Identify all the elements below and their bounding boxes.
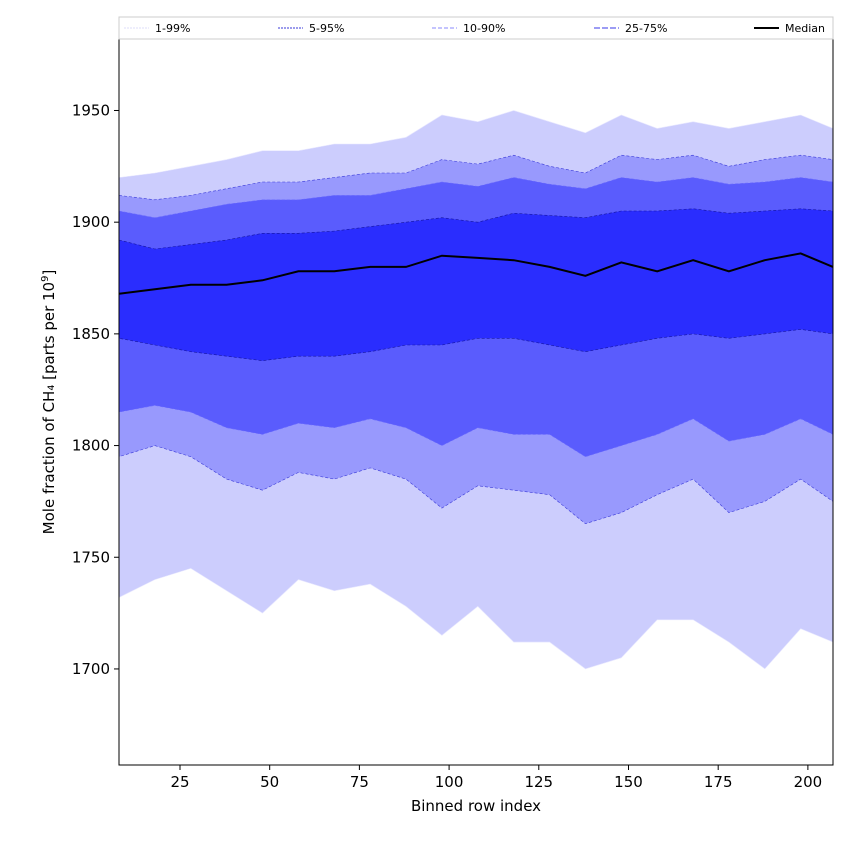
y-axis-label-suffix: ] [40,270,58,276]
percentile-bands [119,110,833,670]
legend-label: 1-99% [155,22,190,35]
y-axis-label: Mole fraction of CH₄ [parts per 109] [40,270,58,535]
legend-label: Median [785,22,825,35]
median-series [119,252,833,295]
y-axis: 1700 1750 1800 1850 1900 1950 [72,101,119,678]
x-tick-label: 175 [704,773,733,791]
x-axis: 25 50 75 100 125 150 175 200 [170,765,822,791]
band-25-75% [119,208,833,362]
x-tick-label: 125 [524,773,553,791]
x-tick-label: 200 [794,773,823,791]
y-tick-label: 1850 [72,325,110,343]
x-tick-label: 75 [350,773,369,791]
legend-label: 10-90% [463,22,505,35]
x-tick-label: 150 [614,773,643,791]
legend-label: 5-95% [309,22,344,35]
x-tick-label: 50 [260,773,279,791]
y-tick-label: 1700 [72,660,110,678]
y-axis-label-sup: 9 [40,276,51,282]
median-line [119,252,833,295]
y-tick-label: 1950 [72,101,110,119]
y-tick-label: 1800 [72,437,110,455]
legend-frame [118,16,834,40]
x-tick-label: 25 [170,773,189,791]
legend: 1-99% 5-95% 10-90% 25-75% Median [118,16,834,40]
y-tick-label: 1900 [72,213,110,231]
x-tick-label: 100 [435,773,464,791]
x-axis-label: Binned row index [411,797,541,815]
legend-label: 25-75% [625,22,667,35]
y-tick-label: 1750 [72,548,110,566]
y-axis-label-prefix: Mole fraction of CH₄ [parts per 10 [40,282,58,534]
